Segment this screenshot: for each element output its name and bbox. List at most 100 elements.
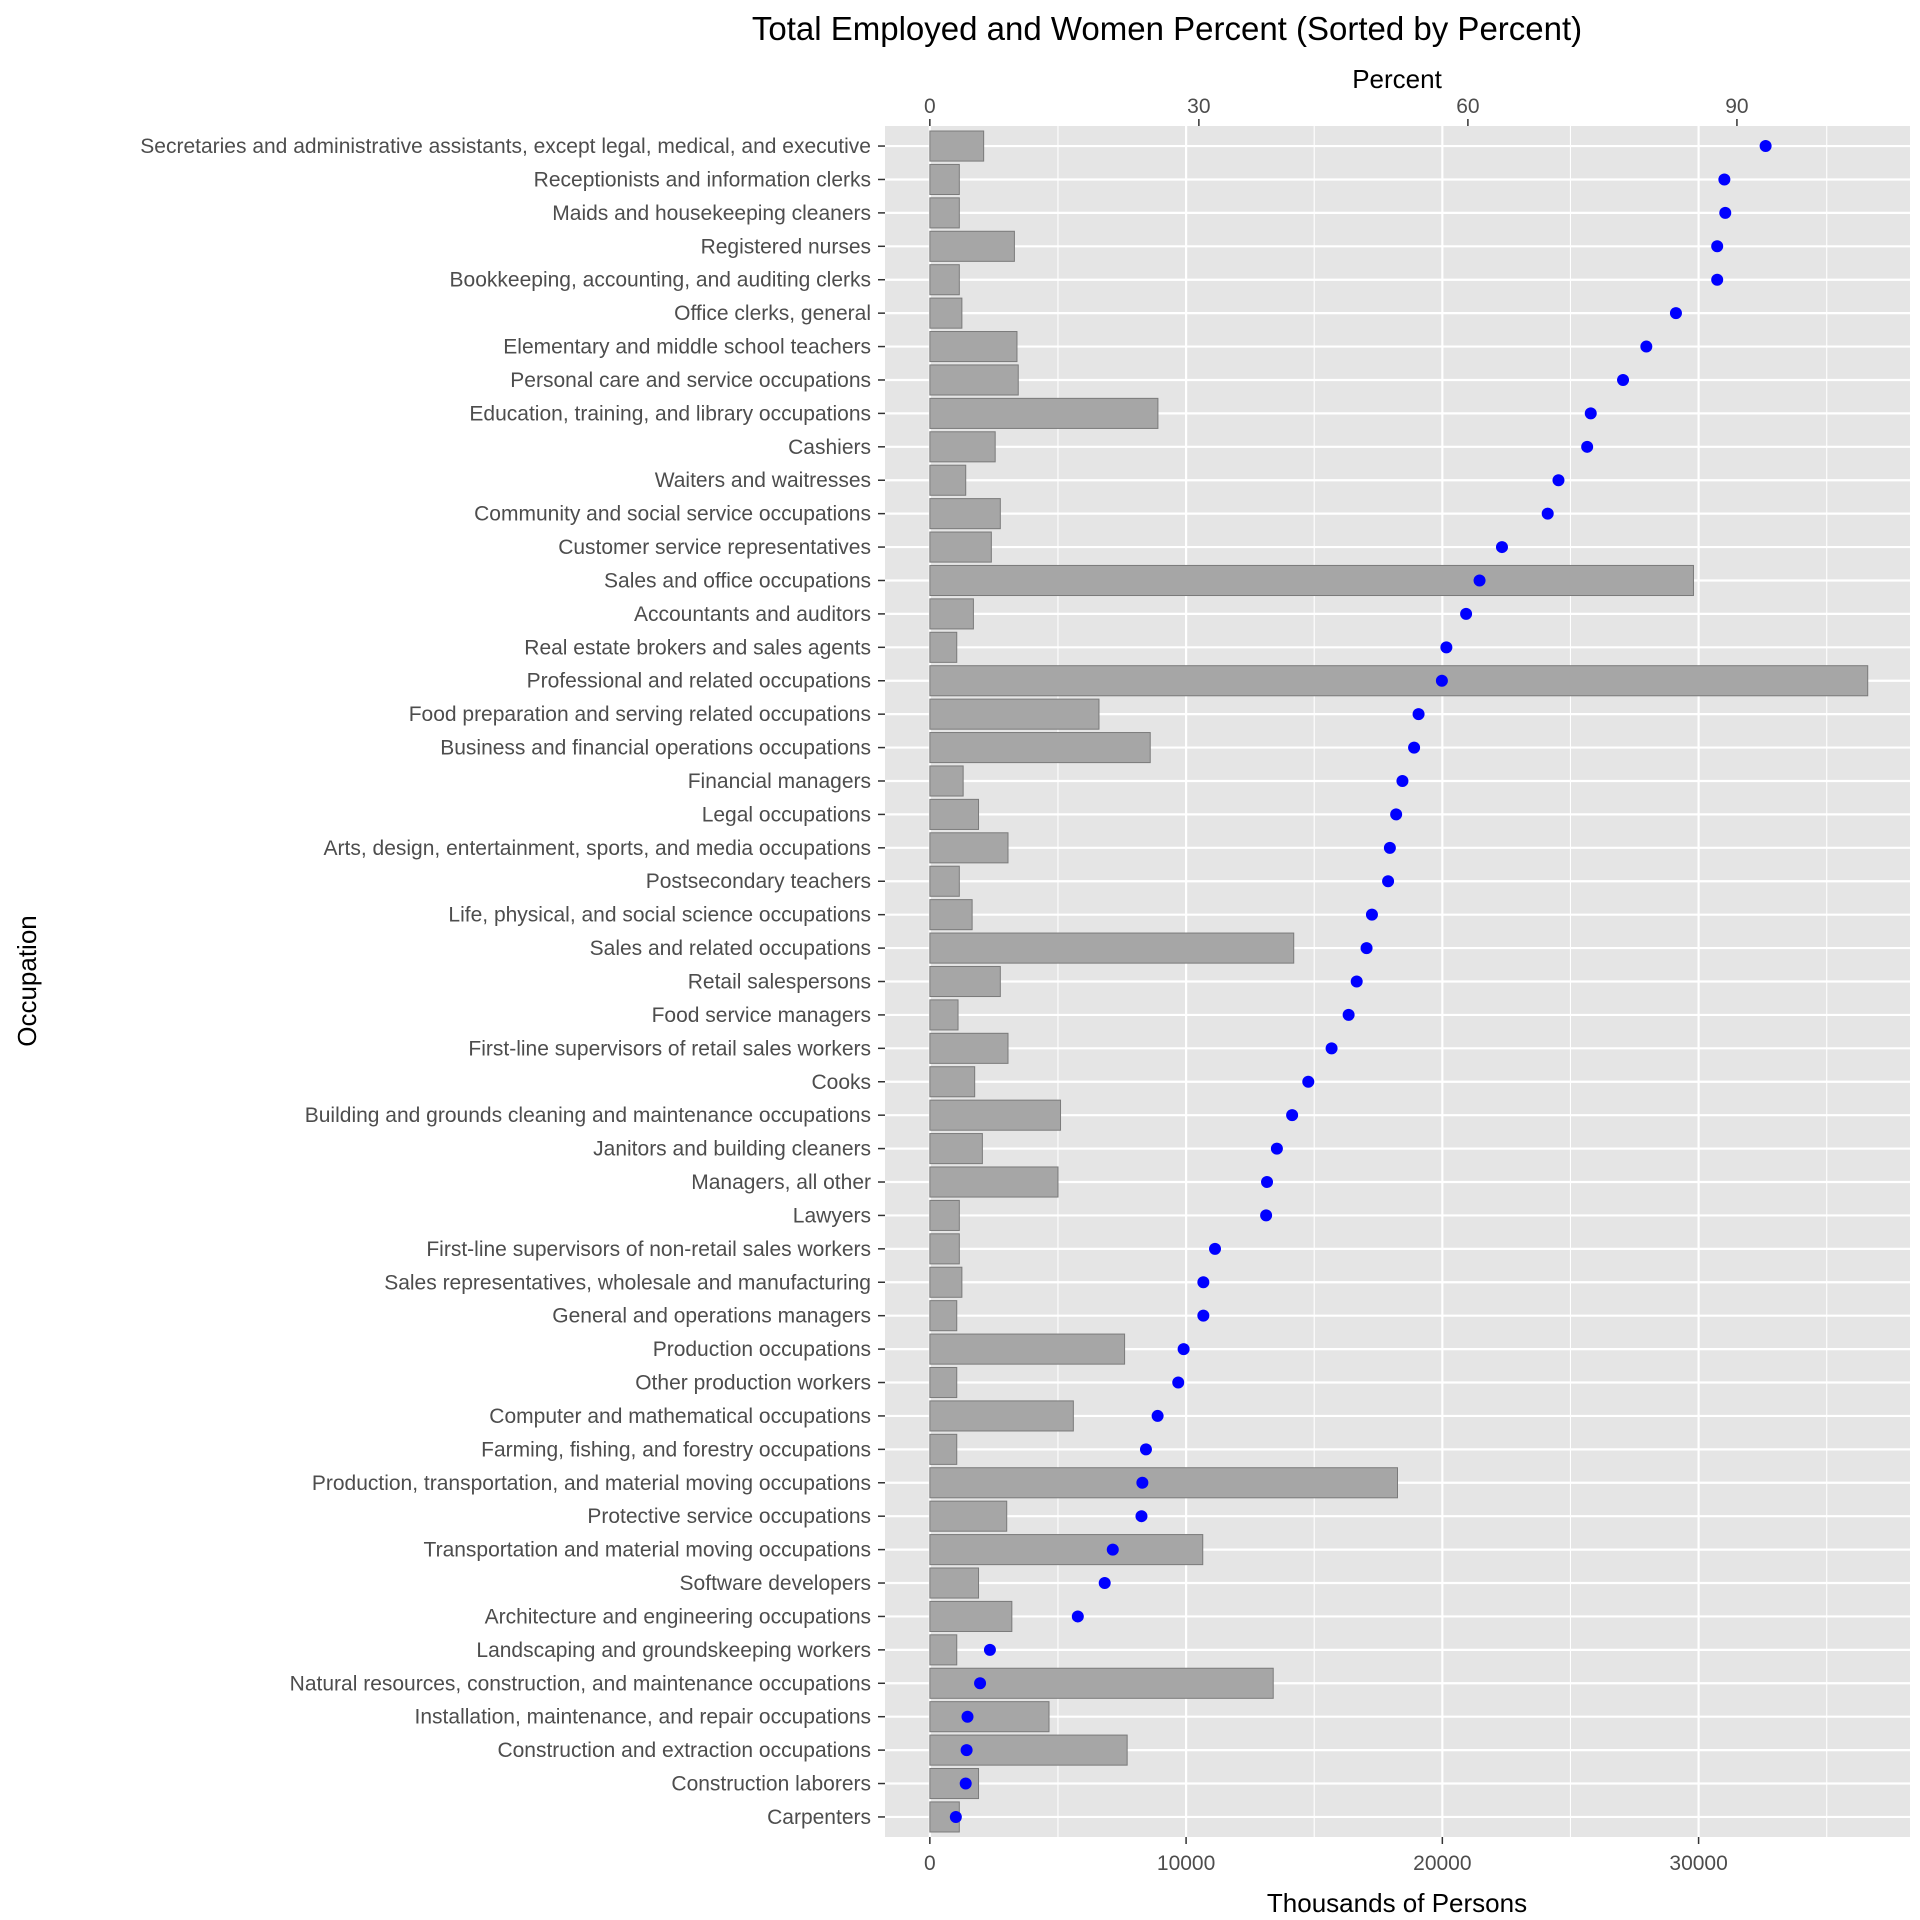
point: [1302, 1075, 1315, 1088]
category-label: Sales representatives, wholesale and man…: [384, 1271, 871, 1294]
bar: [929, 1433, 958, 1465]
bar: [929, 1032, 1009, 1064]
point: [1151, 1409, 1164, 1422]
bar: [929, 1333, 1126, 1365]
point: [1711, 273, 1724, 286]
category-label: Office clerks, general: [674, 302, 871, 325]
bar: [929, 965, 1001, 998]
point: [1495, 541, 1508, 554]
x-top-tick-label: 90: [1725, 95, 1748, 118]
bar: [929, 1300, 958, 1332]
point: [1098, 1577, 1111, 1590]
category-label: Architecture and engineering occupations: [485, 1605, 871, 1628]
point: [1617, 373, 1630, 386]
point: [1440, 641, 1453, 654]
y-axis-title: Occupation: [12, 915, 42, 1047]
bar: [929, 932, 1295, 964]
point: [1382, 875, 1395, 888]
bar: [929, 364, 1019, 396]
grid-lines: [885, 126, 1910, 1837]
bar: [929, 1534, 1204, 1566]
category-label: Cooks: [811, 1071, 871, 1094]
point: [1135, 1510, 1148, 1523]
point: [1261, 1176, 1274, 1189]
bar: [929, 1166, 1059, 1198]
category-label: General and operations managers: [552, 1305, 871, 1328]
point: [1759, 140, 1772, 153]
bar: [929, 1634, 958, 1666]
point: [1325, 1042, 1338, 1055]
bar: [929, 1500, 1008, 1532]
point: [1139, 1443, 1152, 1456]
point: [1260, 1209, 1273, 1222]
category-label: Cashiers: [788, 436, 871, 459]
bar: [929, 732, 1151, 764]
bar: [929, 564, 1694, 597]
category-label: Bookkeeping, accounting, and auditing cl…: [450, 269, 871, 292]
point: [961, 1710, 974, 1723]
category-label: Installation, maintenance, and repair oc…: [415, 1706, 871, 1729]
category-label: Construction and extraction occupations: [497, 1739, 871, 1762]
bar: [929, 1734, 1128, 1766]
bar: [929, 230, 1015, 262]
category-label: Carpenters: [767, 1806, 871, 1829]
category-label: First-line supervisors of retail sales w…: [468, 1037, 871, 1060]
point: [1396, 774, 1409, 787]
category-label: Financial managers: [688, 770, 871, 793]
category-label: Elementary and middle school teachers: [503, 336, 871, 359]
bar: [929, 331, 1018, 363]
point: [1584, 407, 1597, 420]
category-label: Construction laborers: [671, 1773, 871, 1796]
bar: [929, 665, 1869, 697]
x-bottom-tick-label: 0: [924, 1852, 936, 1875]
bar: [929, 865, 960, 897]
bar: [929, 1199, 960, 1231]
category-labels: Secretaries and administrative assistant…: [140, 135, 885, 1829]
category-label: Production, transportation, and material…: [312, 1472, 871, 1495]
point: [1669, 307, 1682, 320]
category-label: Sales and related occupations: [590, 937, 871, 960]
point: [959, 1777, 972, 1790]
point: [1640, 340, 1653, 353]
bar: [929, 1467, 1398, 1499]
bar: [929, 1600, 1013, 1632]
bar: [929, 1801, 960, 1833]
category-label: Managers, all other: [691, 1171, 871, 1194]
point: [949, 1810, 962, 1823]
category-label: Building and grounds cleaning and mainte…: [305, 1104, 871, 1127]
point: [1718, 173, 1731, 186]
point: [1106, 1543, 1119, 1556]
bottom-axis-title: Thousands of Persons: [1267, 1888, 1527, 1918]
bar: [929, 1701, 1050, 1733]
point: [1172, 1376, 1185, 1389]
category-label: Transportation and material moving occup…: [424, 1539, 871, 1562]
point: [1435, 674, 1448, 687]
x-bottom-tick-label: 30000: [1669, 1852, 1727, 1875]
bar: [929, 1099, 1062, 1131]
category-label: Production occupations: [653, 1338, 871, 1361]
point: [1197, 1309, 1210, 1322]
x-top-tick-label: 60: [1456, 95, 1479, 118]
point: [1541, 507, 1554, 520]
category-label: Real estate brokers and sales agents: [524, 636, 871, 659]
bottom-axis-ticks: 0 10000 20000 30000: [924, 1837, 1728, 1875]
point: [1270, 1142, 1283, 1155]
point: [1473, 574, 1486, 587]
point: [1408, 741, 1421, 754]
bar: [929, 264, 960, 296]
x-top-tick-label: 0: [924, 95, 936, 118]
chart-title: Total Employed and Women Percent (Sorted…: [752, 10, 1582, 47]
point: [1460, 607, 1473, 620]
bar: [929, 397, 1159, 429]
point: [1350, 975, 1363, 988]
category-label: Accountants and auditors: [634, 603, 871, 626]
category-label: Education, training, and library occupat…: [469, 402, 871, 425]
bars: [929, 130, 1869, 1833]
bar: [929, 765, 964, 797]
category-label: Maids and housekeeping cleaners: [552, 202, 871, 225]
category-label: Other production workers: [635, 1372, 871, 1395]
top-axis-ticks: 0 30 60 90: [924, 95, 1749, 126]
point: [1581, 440, 1594, 453]
bar: [929, 999, 959, 1031]
point: [1711, 240, 1724, 253]
